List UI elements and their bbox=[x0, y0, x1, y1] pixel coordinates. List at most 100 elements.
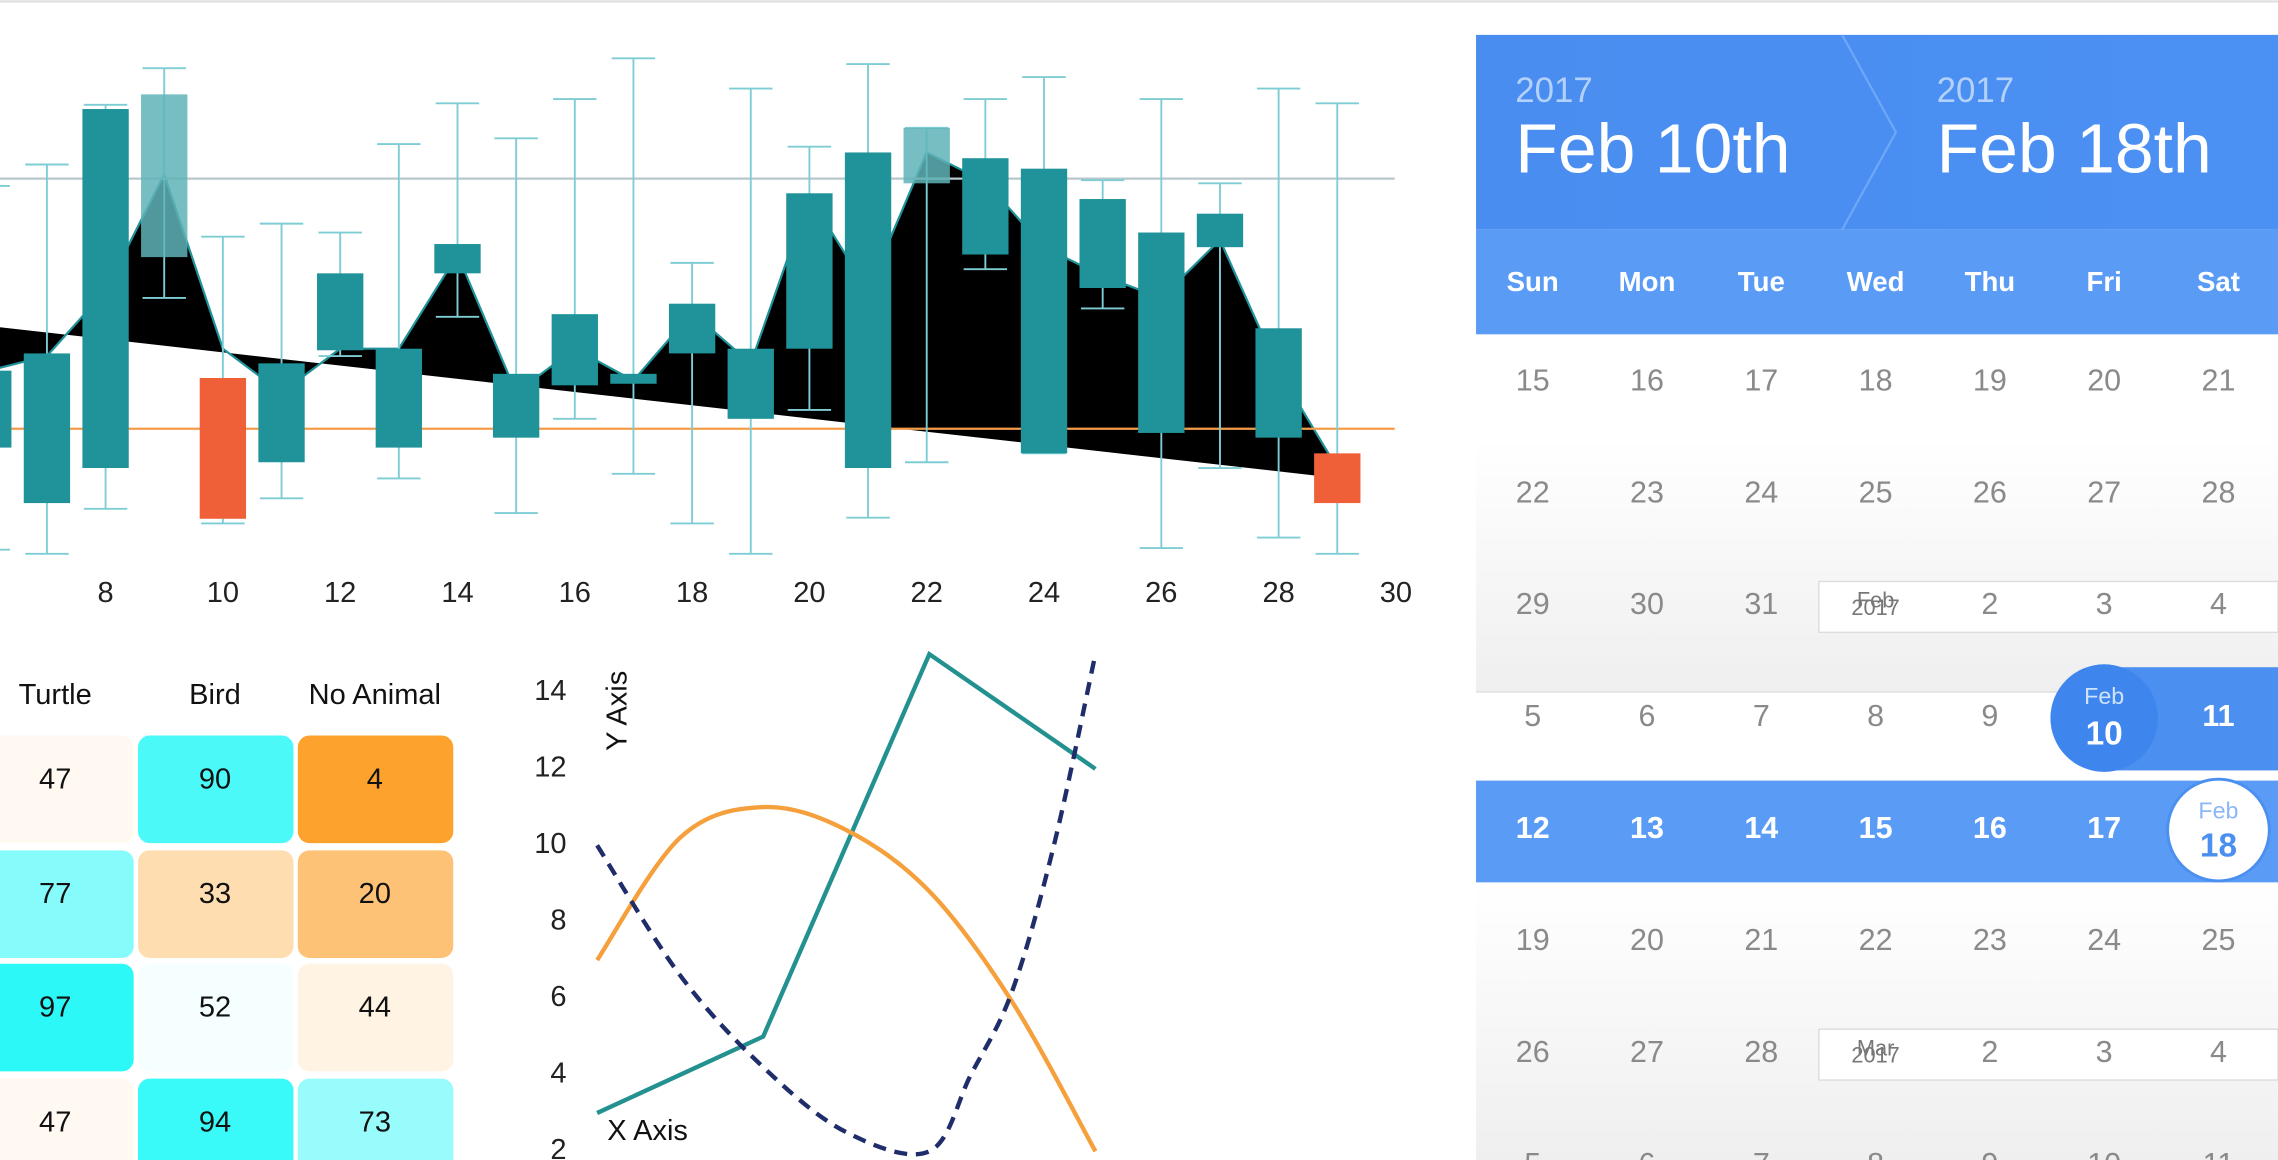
weekday-bar bbox=[1476, 229, 2278, 335]
day[interactable]: 5 bbox=[1524, 1147, 1541, 1160]
day[interactable]: 11 bbox=[2202, 699, 2234, 733]
cell-value: 33 bbox=[199, 878, 231, 910]
day[interactable]: 9 bbox=[1981, 1147, 1998, 1160]
month-shade bbox=[1476, 882, 2278, 1160]
day[interactable]: 22 bbox=[1859, 923, 1893, 957]
day[interactable]: 3 bbox=[2096, 587, 2113, 621]
heat-cell bbox=[138, 850, 294, 958]
cell-value: 52 bbox=[199, 991, 231, 1023]
y-axis-label: Y Axis bbox=[602, 671, 634, 751]
y-tick-label: 14 bbox=[534, 675, 566, 707]
candle-body bbox=[0, 370, 12, 448]
day[interactable]: 17 bbox=[1744, 363, 1778, 397]
day[interactable]: 26 bbox=[1516, 1035, 1550, 1069]
cell-value: 77 bbox=[39, 878, 71, 910]
day[interactable]: 20 bbox=[1630, 923, 1664, 957]
day[interactable]: 24 bbox=[2087, 923, 2121, 957]
column-header: No Animal bbox=[309, 679, 441, 711]
day[interactable]: 25 bbox=[1859, 475, 1893, 509]
day[interactable]: 23 bbox=[1973, 923, 2007, 957]
day[interactable]: 11 bbox=[2203, 1147, 2235, 1160]
day[interactable]: 23 bbox=[1630, 475, 1664, 509]
heat-cell bbox=[0, 735, 134, 844]
day[interactable]: 16 bbox=[1630, 363, 1664, 397]
range-end-day[interactable]: 18 bbox=[2200, 827, 2237, 864]
day[interactable]: 10 bbox=[2087, 1147, 2121, 1160]
heat-cell bbox=[297, 735, 454, 844]
y-tick-label: 12 bbox=[534, 752, 566, 784]
cell-value: 4 bbox=[367, 763, 383, 795]
day[interactable]: 4 bbox=[2210, 587, 2227, 621]
x-tick-label: 12 bbox=[324, 577, 356, 609]
header-chevron bbox=[1841, 34, 1898, 231]
candle-body bbox=[317, 273, 364, 351]
day[interactable]: 2 bbox=[1981, 1035, 1998, 1069]
day[interactable]: 16 bbox=[1973, 811, 2007, 845]
y-tick-label: 8 bbox=[550, 904, 566, 936]
cell-value: 90 bbox=[199, 763, 231, 795]
day[interactable]: 2 bbox=[1981, 587, 1998, 621]
candle-body bbox=[375, 348, 423, 448]
day[interactable]: 17 bbox=[2087, 811, 2121, 845]
day[interactable]: 21 bbox=[1744, 923, 1778, 957]
day[interactable]: 14 bbox=[1744, 811, 1778, 845]
day[interactable]: 28 bbox=[2202, 475, 2236, 509]
day[interactable]: 8 bbox=[1867, 1147, 1884, 1160]
month-label: Feb bbox=[1857, 588, 1895, 613]
day[interactable]: 7 bbox=[1753, 1147, 1770, 1160]
month-shade bbox=[1476, 438, 2278, 692]
day[interactable]: 26 bbox=[1973, 475, 2007, 509]
day[interactable]: 30 bbox=[1630, 587, 1664, 621]
heat-cell bbox=[0, 850, 134, 958]
day[interactable]: 31 bbox=[1744, 587, 1778, 621]
cell-value: 47 bbox=[39, 763, 71, 795]
day[interactable]: 5 bbox=[1524, 699, 1541, 733]
day[interactable]: 25 bbox=[2202, 923, 2236, 957]
calendar-header bbox=[1476, 34, 2278, 230]
day[interactable]: 9 bbox=[1981, 699, 1998, 733]
cell-value: 20 bbox=[359, 878, 391, 910]
line-chart: 2 4 6 8 10 12 14 Y Axis X Axis bbox=[534, 650, 1098, 1160]
day[interactable]: 15 bbox=[1516, 363, 1550, 397]
day[interactable]: 12 bbox=[1516, 811, 1550, 845]
day[interactable]: 18 bbox=[1859, 363, 1893, 397]
day[interactable]: 29 bbox=[1516, 587, 1550, 621]
y-tick-label: 10 bbox=[534, 828, 566, 860]
x-tick-label: 22 bbox=[911, 577, 943, 609]
range-start-day[interactable]: 10 bbox=[2086, 715, 2123, 752]
day[interactable]: 15 bbox=[1859, 811, 1893, 845]
day[interactable]: 19 bbox=[1973, 363, 2007, 397]
day[interactable]: 27 bbox=[1630, 1035, 1664, 1069]
candle-body bbox=[1314, 453, 1361, 504]
day[interactable]: 6 bbox=[1639, 699, 1656, 733]
series-line bbox=[595, 653, 1098, 1157]
day[interactable]: 6 bbox=[1639, 1147, 1656, 1160]
y-tick-label: 2 bbox=[550, 1134, 566, 1160]
candle-body bbox=[844, 152, 892, 469]
heat-cell bbox=[297, 1078, 454, 1160]
day[interactable]: 13 bbox=[1630, 811, 1664, 845]
day[interactable]: 28 bbox=[1744, 1035, 1778, 1069]
day[interactable]: 19 bbox=[1516, 923, 1550, 957]
day[interactable]: 21 bbox=[2202, 363, 2236, 397]
candle-body bbox=[727, 348, 774, 419]
x-tick-label: 26 bbox=[1145, 577, 1177, 609]
range-band bbox=[1476, 780, 2278, 883]
candle-body bbox=[1138, 232, 1185, 433]
day[interactable]: 4 bbox=[2210, 1035, 2227, 1069]
range-end bbox=[2166, 777, 2271, 883]
candle-body bbox=[1196, 213, 1244, 248]
day[interactable]: 7 bbox=[1753, 699, 1770, 733]
day[interactable]: 20 bbox=[2087, 363, 2121, 397]
day[interactable]: 8 bbox=[1867, 699, 1884, 733]
day[interactable]: 3 bbox=[2096, 1035, 2113, 1069]
heat-cell bbox=[0, 1078, 134, 1160]
day[interactable]: 27 bbox=[2087, 475, 2121, 509]
candle-body bbox=[610, 373, 657, 384]
day[interactable]: 24 bbox=[1744, 475, 1778, 509]
candle-body bbox=[903, 127, 950, 184]
x-tick-label: 14 bbox=[441, 577, 473, 609]
day[interactable]: 22 bbox=[1516, 475, 1550, 509]
